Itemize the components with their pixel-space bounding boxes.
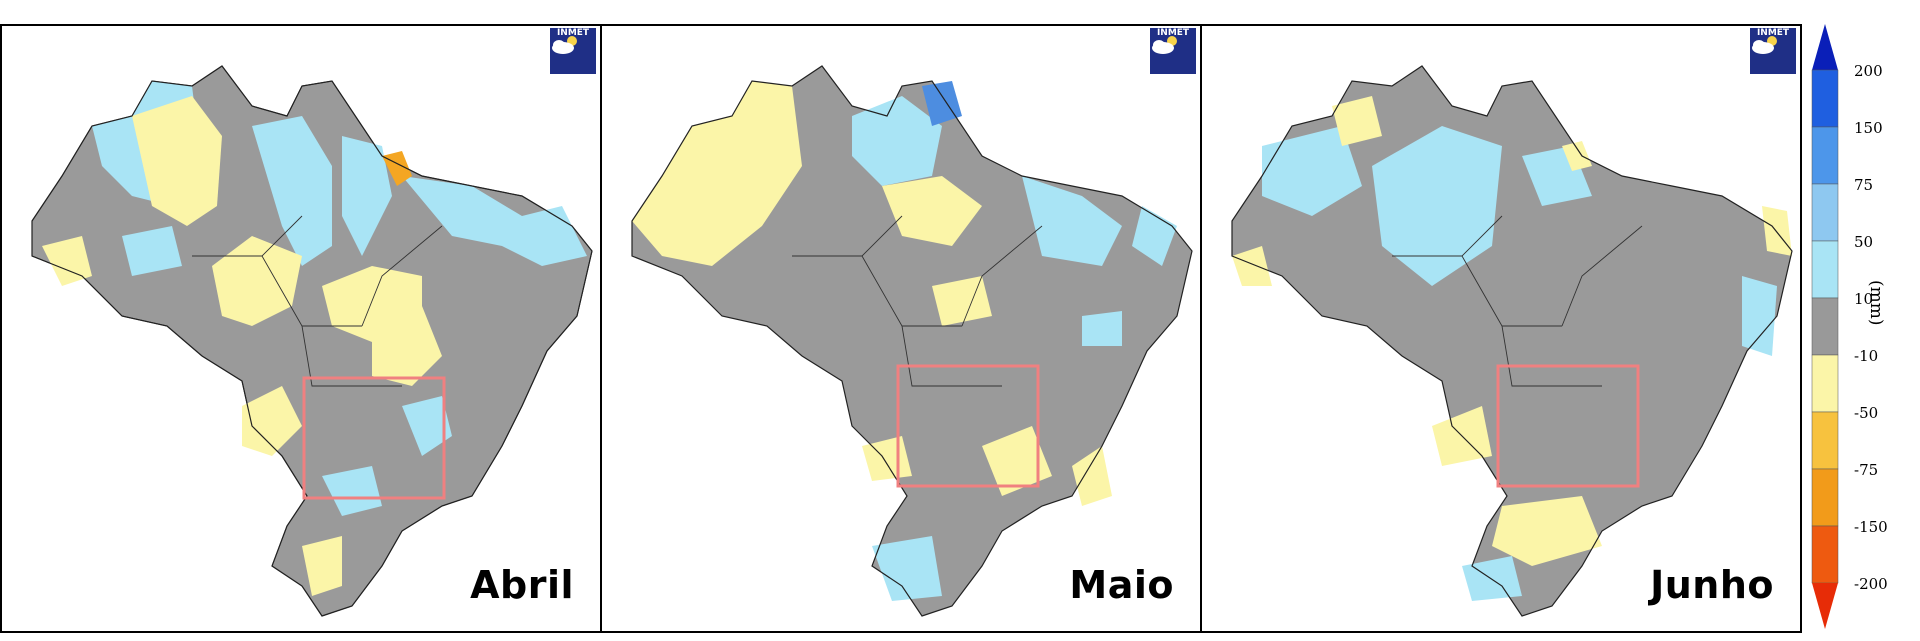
cloud-sun-icon [552, 36, 577, 54]
brazil-map-junho [1231, 65, 1793, 617]
month-label: Maio [1069, 563, 1174, 607]
legend-arrow-top [1812, 24, 1838, 70]
legend-colorbar [1811, 24, 1839, 629]
legend-tick: 50 [1854, 233, 1874, 251]
legend-swatch [1811, 525, 1839, 584]
legend-tick: -50 [1854, 404, 1879, 422]
legend-swatch [1811, 240, 1839, 299]
inmet-logo: INMET [1750, 28, 1796, 74]
map-panel-abril: INMET Abril [0, 24, 602, 633]
legend-unit: (mm) [1866, 280, 1886, 326]
legend-tick: -10 [1854, 347, 1879, 365]
highlight-box [1496, 364, 1640, 488]
legend-tick: 10 [1854, 290, 1874, 308]
color-legend: 200 150 75 50 10 -10 -50 -75 -150 -200 (… [1808, 12, 1920, 632]
month-label: Junho [1650, 563, 1774, 607]
legend-tick: 200 [1854, 62, 1883, 80]
cloud-sun-icon [1752, 36, 1777, 54]
logo-text: INMET [556, 28, 590, 38]
logo-text: INMET [1156, 28, 1190, 38]
cloud-sun-icon [1152, 36, 1177, 54]
map-panel-junho: INMET Junho [1200, 24, 1802, 633]
legend-swatch [1811, 297, 1839, 356]
legend-swatch [1811, 126, 1839, 185]
legend-tick: 150 [1854, 119, 1883, 137]
brazil-map-abril [31, 65, 593, 617]
legend-tick: -150 [1854, 518, 1888, 536]
inmet-logo: INMET [1150, 28, 1196, 74]
legend-swatch [1811, 354, 1839, 413]
legend-swatch [1811, 183, 1839, 242]
highlight-box [896, 364, 1040, 488]
brazil-map-maio [631, 65, 1193, 617]
legend-swatch [1811, 69, 1839, 128]
legend-tick: -200 [1854, 575, 1888, 593]
legend-swatch [1811, 411, 1839, 470]
legend-tick: 75 [1854, 176, 1874, 194]
inmet-logo: INMET [550, 28, 596, 74]
highlight-box [302, 376, 446, 500]
legend-swatch [1811, 468, 1839, 527]
month-label: Abril [470, 563, 574, 607]
map-panel-maio: INMET Maio [600, 24, 1202, 633]
legend-tick: -75 [1854, 461, 1879, 479]
logo-text: INMET [1756, 28, 1790, 38]
legend-arrow-bottom [1812, 583, 1838, 629]
